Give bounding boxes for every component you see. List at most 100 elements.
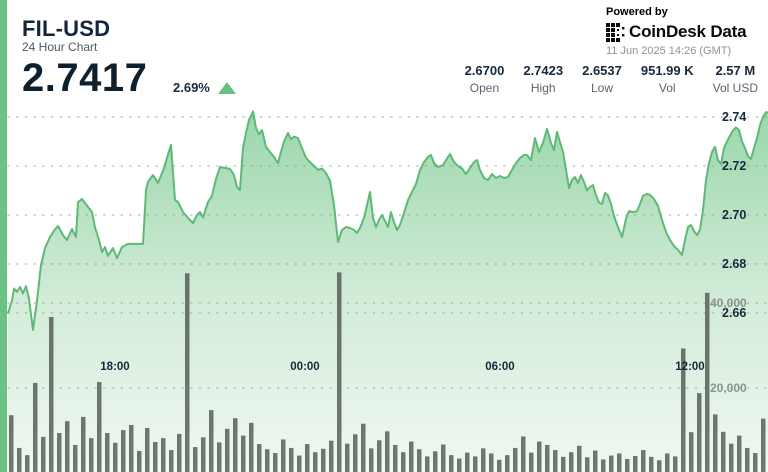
volume-bar: [401, 452, 406, 472]
volume-bar: [449, 455, 454, 472]
stat-low-label: Low: [590, 81, 613, 95]
time-axis-label: 00:00: [290, 361, 320, 373]
volume-bar: [289, 447, 294, 472]
volume-bar: [161, 438, 166, 472]
volume-bar: [761, 418, 766, 472]
volume-bar: [457, 458, 462, 472]
stat-volume: 951.99 K Vol: [641, 63, 694, 95]
price-area-fill: [8, 111, 768, 472]
change-percent: 2.69%: [173, 80, 210, 95]
powered-by-label: Powered by: [606, 6, 668, 18]
volume-axis-label: 40,000: [710, 296, 747, 310]
volume-bar: [345, 443, 350, 472]
volume-bar: [593, 450, 598, 472]
volume-bar: [193, 447, 198, 472]
ohlcv-stats-row: 2.6700 Open 2.7423 High 2.6537 Low 951.9…: [465, 63, 758, 95]
volume-bar: [241, 435, 246, 472]
volume-bar: [201, 437, 206, 472]
volume-bar: [265, 449, 270, 472]
price-axis-label: 2.68: [722, 257, 747, 271]
volume-bar: [113, 442, 118, 472]
volume-bar: [617, 453, 622, 472]
volume-bar: [129, 424, 134, 472]
volume-bar: [385, 431, 390, 472]
stat-volume-usd-value: 2.57 M: [715, 63, 756, 78]
volume-bar: [577, 445, 582, 472]
price-axis-label: 2.66: [722, 306, 747, 320]
volume-bar: [489, 453, 494, 472]
volume-bar: [417, 449, 422, 472]
volume-axis-label: 20,000: [710, 381, 747, 395]
volume-bar: [513, 447, 518, 472]
volume-bar: [25, 455, 30, 472]
volume-bar: [697, 393, 702, 472]
volume-bar: [137, 450, 142, 472]
price-line: [7, 110, 768, 331]
volume-bar: [329, 440, 334, 472]
stat-high: 2.7423 High: [523, 63, 563, 95]
volume-bar: [433, 451, 438, 472]
volume-bar: [65, 421, 70, 472]
volume-bar: [521, 436, 526, 472]
volume-bar: [465, 452, 470, 472]
time-axis-label: 06:00: [485, 361, 515, 373]
price-axis-label: 2.74: [722, 110, 747, 124]
volume-bar: [505, 455, 510, 472]
volume-bar: [737, 435, 742, 472]
volume-bar: [569, 452, 574, 472]
volume-bar: [553, 450, 558, 472]
volume-bar: [481, 448, 486, 472]
volume-bar: [633, 456, 638, 472]
volume-bar: [73, 444, 78, 472]
volume-bar: [233, 418, 238, 472]
volume-bar: [273, 453, 278, 472]
timestamp: 11 Jun 2025 14:26 (GMT): [606, 45, 732, 57]
stat-volume-value: 951.99 K: [640, 63, 694, 78]
volume-bar: [105, 433, 110, 472]
volume-bar: [169, 450, 174, 472]
volume-bar: [585, 457, 590, 472]
volume-bar: [601, 459, 606, 472]
stat-high-label: High: [530, 81, 556, 95]
volume-bar: [721, 431, 726, 472]
volume-bar: [609, 455, 614, 472]
brand-name: CoinDesk Data: [629, 22, 747, 41]
volume-bar: [313, 452, 318, 472]
volume-bar: [321, 448, 326, 472]
volume-bar: [49, 317, 54, 472]
volume-bar: [121, 430, 126, 472]
volume-bar: [753, 453, 758, 472]
volume-bar: [369, 448, 374, 472]
volume-bar: [473, 456, 478, 472]
volume-bar: [145, 427, 150, 472]
volume-bar: [729, 443, 734, 472]
stat-low-value: 2.6537: [582, 63, 622, 78]
time-axis-label: 12:00: [675, 361, 705, 373]
volume-bar: [497, 459, 502, 472]
volume-bar: [713, 414, 718, 472]
volume-bar: [377, 440, 382, 472]
symbol-title: FIL-USD: [22, 16, 111, 41]
volume-bar: [625, 458, 630, 472]
stat-open-value: 2.6700: [464, 63, 505, 78]
volume-bar: [297, 455, 302, 472]
stat-high-value: 2.7423: [523, 63, 564, 78]
brand-row[interactable]: CoinDesk Data: [606, 22, 764, 42]
volume-bar: [249, 422, 254, 472]
accent-strip: [0, 0, 7, 472]
volume-bar: [281, 439, 286, 472]
up-triangle-icon: [217, 81, 236, 94]
volume-bar: [649, 456, 654, 472]
volume-bar: [57, 433, 62, 472]
current-price: 2.7417: [22, 56, 148, 100]
price-axis-label: 2.70: [722, 208, 747, 222]
stat-low: 2.6537 Low: [582, 63, 622, 95]
volume-bar: [705, 292, 710, 472]
volume-bar: [305, 444, 310, 472]
volume-bar: [657, 460, 662, 472]
volume-bar: [89, 438, 94, 472]
volume-bar: [361, 423, 366, 472]
volume-bar: [393, 444, 398, 472]
